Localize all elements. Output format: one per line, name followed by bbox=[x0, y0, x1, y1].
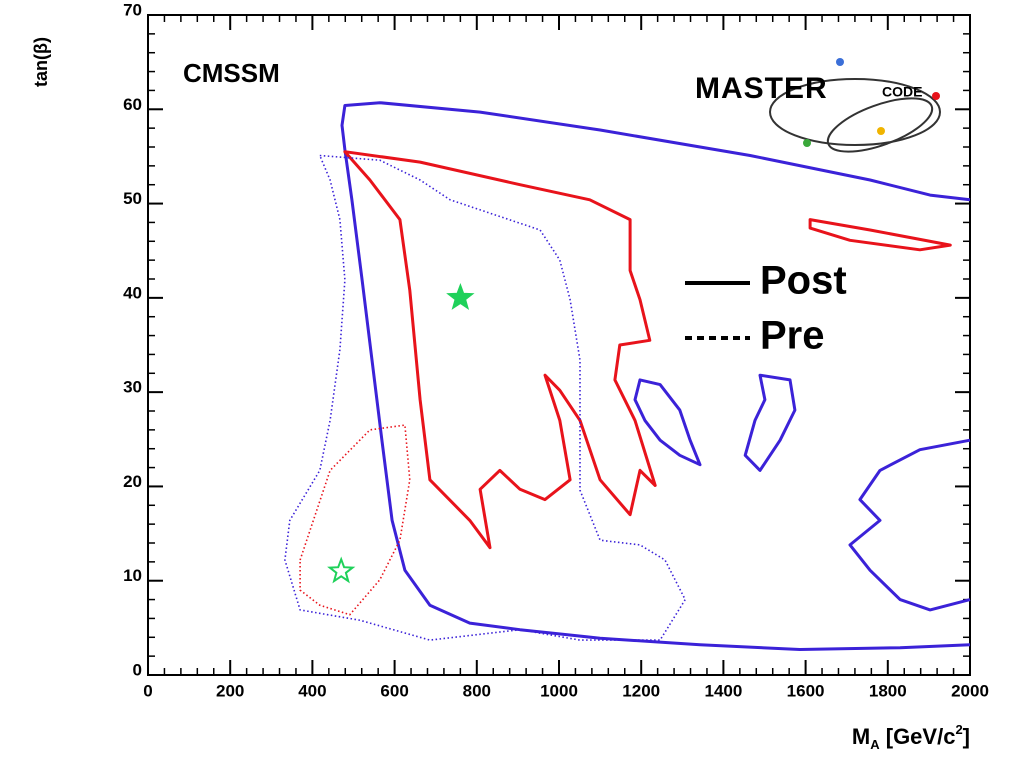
logo: MASTER CODE bbox=[695, 58, 941, 153]
y-tick-label: 40 bbox=[123, 283, 142, 302]
logo-dot bbox=[932, 92, 940, 100]
contour-line bbox=[848, 438, 971, 612]
x-axis-label-part: ] bbox=[963, 724, 970, 749]
y-tick-label: 60 bbox=[123, 95, 142, 114]
y-tick-label: 50 bbox=[123, 189, 142, 208]
x-tick-label: 600 bbox=[380, 681, 408, 700]
x-tick-label: 1600 bbox=[787, 681, 825, 700]
y-tick-label: 70 bbox=[123, 0, 142, 19]
plot-frame bbox=[147, 14, 971, 676]
x-tick-label: 1800 bbox=[869, 681, 907, 700]
y-axis-label: tan(β) bbox=[31, 37, 51, 87]
contour-line bbox=[743, 373, 797, 472]
x-axis-label-part: 2 bbox=[955, 722, 962, 737]
logo-orbit bbox=[769, 78, 941, 146]
x-tick-label: 400 bbox=[298, 681, 326, 700]
x-tick-label: 1000 bbox=[540, 681, 578, 700]
legend-label: Pre bbox=[760, 314, 825, 358]
x-tick-label: 2000 bbox=[951, 681, 989, 700]
best-fit-star bbox=[327, 556, 356, 584]
logo-dot bbox=[836, 58, 844, 66]
x-axis-label-part: M bbox=[852, 724, 870, 749]
x-axis-label-part: A bbox=[870, 737, 880, 752]
contour-line bbox=[808, 218, 952, 252]
contour-line bbox=[340, 101, 971, 651]
x-axis-label: MA [GeV/c2] bbox=[852, 722, 970, 752]
contour-line bbox=[299, 424, 411, 616]
logo-text: MASTER bbox=[695, 72, 828, 105]
x-tick-label: 0 bbox=[143, 681, 152, 700]
logo-dot bbox=[803, 139, 811, 147]
x-tick-label: 200 bbox=[216, 681, 244, 700]
x-tick-label: 800 bbox=[463, 681, 491, 700]
x-tick-label: 1200 bbox=[622, 681, 660, 700]
x-axis-label-part: [GeV/c bbox=[880, 724, 956, 749]
logo-dot bbox=[877, 127, 885, 135]
annotation: CMSSM bbox=[183, 58, 280, 88]
y-tick-label: 10 bbox=[123, 566, 142, 585]
y-tick-label: 20 bbox=[123, 472, 142, 491]
logo-orbit bbox=[826, 97, 934, 153]
contour-line bbox=[633, 378, 702, 467]
y-tick-label: 30 bbox=[123, 378, 142, 397]
contour-line bbox=[343, 150, 657, 550]
x-tick-label: 1400 bbox=[704, 681, 742, 700]
logo-text-small: CODE bbox=[882, 84, 922, 100]
legend-label: Post bbox=[760, 259, 847, 303]
best-fit-star bbox=[446, 283, 475, 310]
y-tick-label: 0 bbox=[133, 660, 142, 679]
